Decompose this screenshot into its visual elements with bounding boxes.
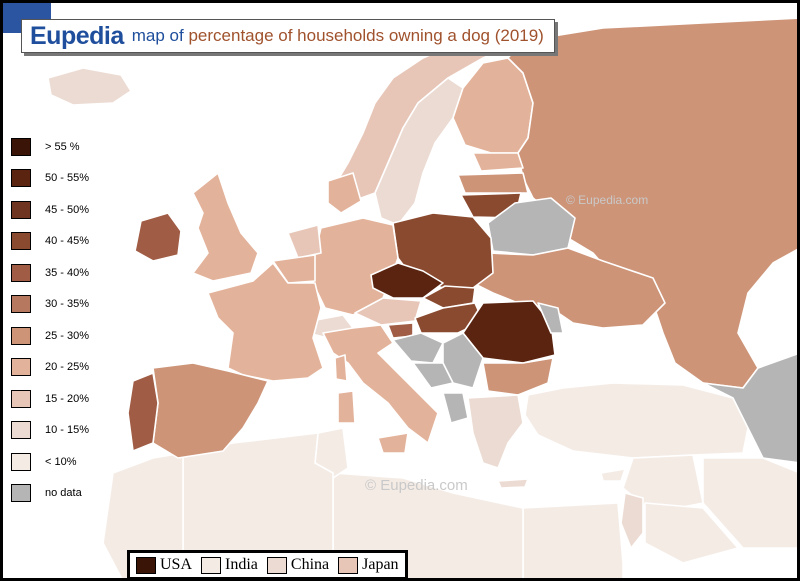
comparison-item: India bbox=[201, 556, 258, 574]
albania[interactable] bbox=[442, 392, 469, 424]
great-britain[interactable] bbox=[192, 172, 259, 282]
legend-row: 15 - 20% bbox=[11, 383, 89, 415]
brand-logo-text: Eupedia bbox=[30, 21, 124, 50]
legend-label: 10 - 15% bbox=[45, 424, 90, 437]
russia[interactable] bbox=[507, 17, 800, 389]
legend-label: 40 - 45% bbox=[45, 235, 90, 248]
comparison-label: India bbox=[225, 556, 258, 573]
legend-label: 30 - 35% bbox=[45, 298, 90, 311]
sicily[interactable] bbox=[377, 432, 409, 454]
comparison-label: USA bbox=[160, 556, 193, 573]
legend-row: 50 - 55% bbox=[11, 163, 89, 195]
title-lead: map of bbox=[131, 26, 184, 45]
netherlands[interactable] bbox=[287, 224, 322, 259]
romania[interactable] bbox=[462, 300, 556, 364]
moldova[interactable] bbox=[537, 302, 564, 334]
legend-swatch bbox=[11, 263, 31, 282]
bulgaria[interactable] bbox=[482, 357, 554, 396]
legend-label: < 10% bbox=[45, 455, 77, 468]
legend-swatch bbox=[11, 232, 31, 251]
belarus[interactable] bbox=[487, 197, 576, 256]
italy[interactable] bbox=[322, 324, 439, 444]
comparison-item: China bbox=[266, 556, 330, 574]
legend-row: 40 - 45% bbox=[11, 226, 89, 258]
legend-swatch bbox=[11, 169, 31, 188]
legend-label: 45 - 50% bbox=[45, 203, 90, 216]
legend-swatch bbox=[11, 200, 31, 219]
france[interactable] bbox=[207, 262, 324, 382]
legend-swatch bbox=[11, 295, 31, 314]
georgia[interactable] bbox=[702, 353, 800, 464]
legend-row: < 10% bbox=[11, 446, 89, 478]
morocco[interactable] bbox=[102, 452, 184, 581]
comparison-item: USA bbox=[136, 556, 192, 574]
croatia[interactable] bbox=[392, 332, 444, 364]
greece[interactable] bbox=[467, 394, 524, 469]
iceland[interactable] bbox=[47, 67, 132, 106]
denmark[interactable] bbox=[327, 172, 362, 214]
sardinia[interactable] bbox=[337, 390, 356, 424]
comparison-swatch bbox=[338, 556, 359, 574]
czechia[interactable] bbox=[370, 262, 444, 299]
corsica[interactable] bbox=[334, 354, 348, 382]
legend-label: 35 - 40% bbox=[45, 266, 90, 279]
legend-row: 30 - 35% bbox=[11, 289, 89, 321]
ireland[interactable] bbox=[134, 212, 182, 262]
map-title: Eupedia map of percentage of households … bbox=[21, 19, 555, 53]
legend-swatch bbox=[11, 452, 31, 471]
comparison-label: Japan bbox=[362, 556, 399, 573]
comparison-swatch bbox=[266, 556, 287, 574]
legend-swatch bbox=[11, 326, 31, 345]
portugal[interactable] bbox=[127, 372, 159, 452]
legend-row: 25 - 30% bbox=[11, 320, 89, 352]
latvia[interactable] bbox=[457, 172, 529, 194]
legend-label: 20 - 25% bbox=[45, 361, 90, 374]
turkey[interactable] bbox=[524, 382, 749, 459]
legend-row: no data bbox=[11, 478, 89, 510]
legend-row: 10 - 15% bbox=[11, 415, 89, 447]
slovakia[interactable] bbox=[422, 285, 476, 309]
comparison-item: Japan bbox=[338, 556, 399, 574]
legend-swatch bbox=[11, 421, 31, 440]
europe-map bbox=[47, 17, 800, 581]
legend-label: 15 - 20% bbox=[45, 392, 90, 405]
ukraine[interactable] bbox=[472, 247, 666, 329]
comparison-legend: USA India China Japan bbox=[127, 550, 408, 578]
legend-row: > 55 % bbox=[11, 131, 89, 163]
legend-row: 45 - 50% bbox=[11, 194, 89, 226]
legend-row: 35 - 40% bbox=[11, 257, 89, 289]
legend-label: no data bbox=[45, 487, 82, 500]
iraq[interactable] bbox=[702, 457, 800, 549]
cyprus[interactable] bbox=[600, 468, 626, 482]
algeria[interactable] bbox=[182, 432, 334, 581]
legend-swatch bbox=[11, 358, 31, 377]
legend-swatch bbox=[11, 484, 31, 503]
legend-row: 20 - 25% bbox=[11, 352, 89, 384]
comparison-swatch bbox=[201, 556, 222, 574]
legend: > 55 % 50 - 55% 45 - 50% 40 - 45% 35 - 40% 30… bbox=[11, 131, 89, 509]
title-text: map of percentage of households owning a… bbox=[132, 26, 544, 46]
legend-label: 50 - 55% bbox=[45, 172, 90, 185]
bosnia[interactable] bbox=[412, 362, 454, 389]
comparison-label: China bbox=[290, 556, 330, 573]
title-main: percentage of households owning a dog (2… bbox=[188, 26, 544, 45]
estonia[interactable] bbox=[472, 152, 524, 172]
watermark: © Eupedia.com bbox=[566, 193, 649, 207]
legend-swatch bbox=[11, 389, 31, 408]
egypt[interactable] bbox=[522, 502, 624, 581]
legend-label: 25 - 30% bbox=[45, 329, 90, 342]
finland[interactable] bbox=[452, 57, 534, 154]
crete[interactable] bbox=[497, 478, 529, 489]
austria[interactable] bbox=[354, 297, 422, 326]
jordan[interactable] bbox=[644, 502, 739, 564]
israel[interactable] bbox=[620, 492, 644, 549]
watermark: © Eupedia.com bbox=[365, 477, 468, 494]
legend-swatch bbox=[11, 137, 31, 156]
comparison-swatch bbox=[136, 556, 156, 574]
legend-label: > 55 % bbox=[45, 140, 80, 153]
